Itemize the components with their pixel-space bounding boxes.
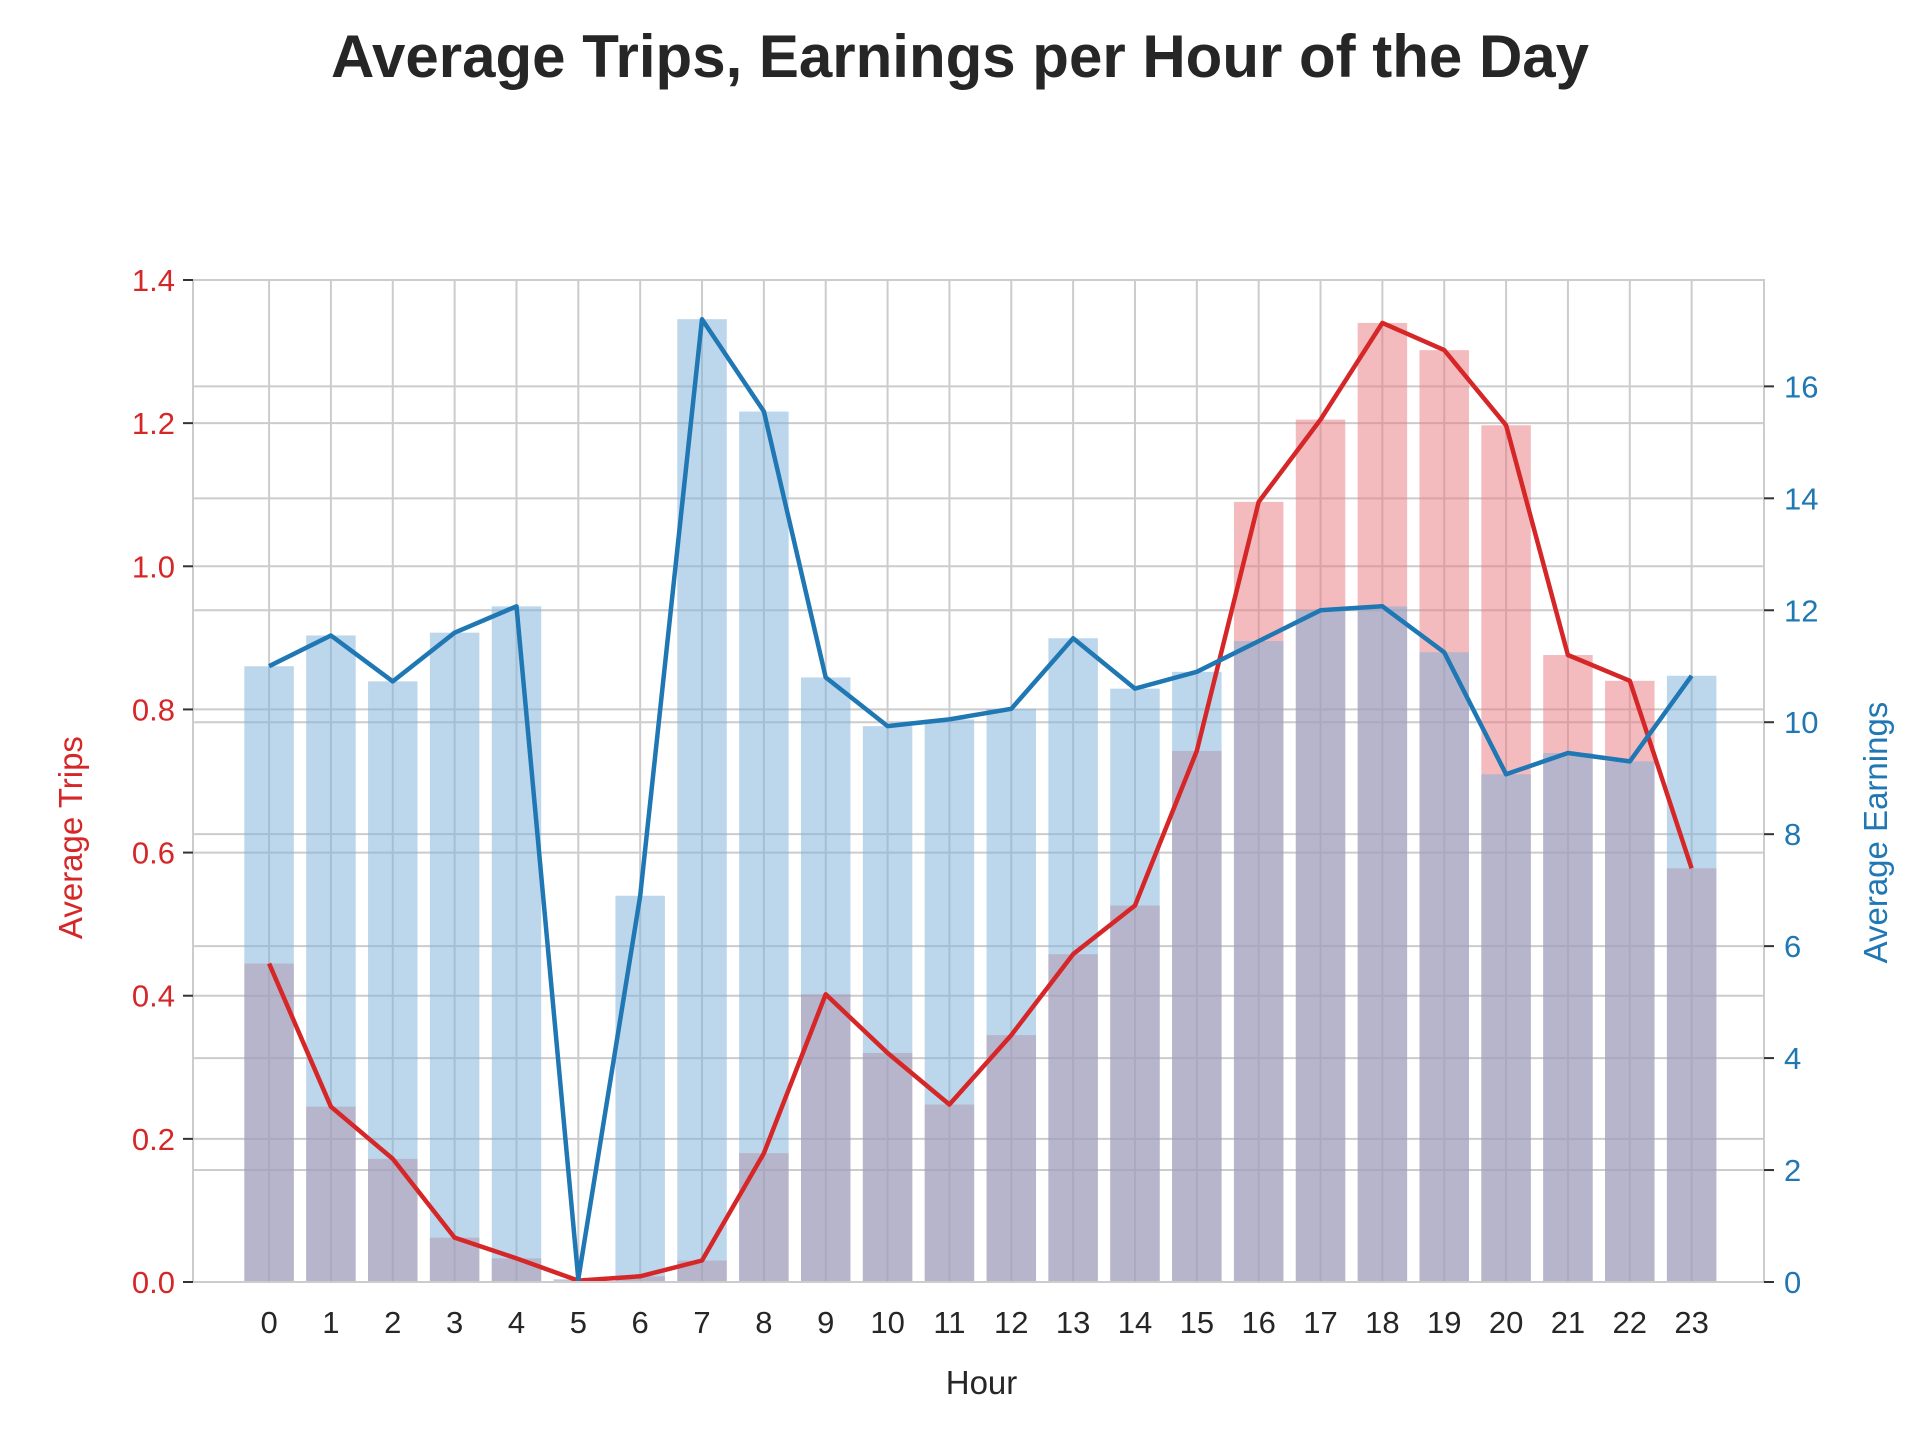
tick-label-left: 0.2 xyxy=(132,1122,175,1157)
line-trips xyxy=(267,320,1694,1283)
tick-label-x: 9 xyxy=(817,1305,834,1340)
tick-label-right: 2 xyxy=(1784,1153,1801,1188)
bar-earnings xyxy=(368,681,418,1282)
bar-earnings xyxy=(1357,606,1408,1282)
tick-label-left: 1.0 xyxy=(132,549,175,584)
tick-label-x: 0 xyxy=(260,1305,277,1340)
tick-label-right: 8 xyxy=(1784,817,1801,852)
bar-earnings xyxy=(924,719,975,1282)
bar-earnings xyxy=(1295,610,1346,1282)
tick-label-x: 2 xyxy=(384,1305,401,1340)
tick-label-x: 4 xyxy=(508,1305,525,1340)
bar-earnings xyxy=(306,635,356,1282)
tick-label-x: 21 xyxy=(1551,1305,1585,1340)
bar-earnings xyxy=(1048,638,1098,1282)
bar-earnings xyxy=(862,726,913,1282)
bar-earnings xyxy=(1605,761,1655,1282)
tick-label-x: 6 xyxy=(632,1305,649,1340)
bar-earnings xyxy=(1666,675,1717,1282)
bar-earnings xyxy=(1233,641,1284,1282)
tick-label-x: 15 xyxy=(1180,1305,1214,1340)
x-axis-label: Hour xyxy=(946,1364,1018,1401)
tick-label-x: 12 xyxy=(994,1305,1028,1340)
bar-earnings xyxy=(800,677,851,1282)
bar-earnings xyxy=(986,708,1037,1282)
tick-label-x: 7 xyxy=(693,1305,710,1340)
bar-earnings xyxy=(1172,671,1222,1282)
tick-label-left: 1.2 xyxy=(132,406,175,441)
tick-label-left: 0.0 xyxy=(132,1265,175,1300)
y-axis-label-right: Average Earnings xyxy=(1857,702,1894,964)
bar-earnings xyxy=(1110,688,1160,1282)
tick-label-x: 11 xyxy=(933,1305,965,1340)
axes xyxy=(192,279,1765,1283)
tick-label-right: 12 xyxy=(1784,593,1818,628)
bar-earnings xyxy=(739,411,789,1282)
bar-earnings xyxy=(615,895,665,1282)
tick-label-x: 19 xyxy=(1427,1305,1461,1340)
tick-label-x: 8 xyxy=(755,1305,772,1340)
bar-earnings xyxy=(429,632,480,1282)
tick-label-x: 3 xyxy=(446,1305,463,1340)
tick-label-x: 18 xyxy=(1365,1305,1399,1340)
axes-frame xyxy=(192,279,1765,1283)
tick-label-x: 5 xyxy=(570,1305,587,1340)
chart-title: Average Trips, Earnings per Hour of the … xyxy=(330,23,1590,90)
tick-label-left: 0.8 xyxy=(132,692,175,727)
tick-label-x: 17 xyxy=(1303,1305,1337,1340)
bars xyxy=(244,319,1717,1283)
tick-label-left: 0.4 xyxy=(132,979,175,1014)
tick-label-left: 1.4 xyxy=(132,263,175,298)
tick-label-x: 22 xyxy=(1613,1305,1647,1340)
tick-label-x: 13 xyxy=(1056,1305,1090,1340)
tick-label-x: 23 xyxy=(1674,1305,1708,1340)
bar-earnings xyxy=(1481,774,1531,1282)
tick-label-left: 0.6 xyxy=(132,836,175,871)
tick-label-right: 10 xyxy=(1784,705,1818,740)
bar-earnings xyxy=(1543,753,1593,1282)
y-axis-label-left: Average Trips xyxy=(52,736,89,939)
bar-earnings xyxy=(491,606,542,1282)
bar-earnings xyxy=(1419,652,1469,1282)
tick-label-right: 4 xyxy=(1784,1041,1801,1076)
bar-earnings xyxy=(244,666,294,1282)
tick-label-right: 14 xyxy=(1784,481,1818,516)
tick-label-x: 1 xyxy=(322,1305,339,1340)
tick-label-x: 14 xyxy=(1118,1305,1152,1340)
line-earnings xyxy=(268,316,1694,1282)
tick-label-x: 10 xyxy=(870,1305,904,1340)
tick-label-right: 16 xyxy=(1784,369,1818,404)
tick-label-right: 6 xyxy=(1784,929,1801,964)
tick-label-x: 20 xyxy=(1489,1305,1523,1340)
tick-label-right: 0 xyxy=(1784,1265,1801,1300)
series-lines xyxy=(267,316,1694,1283)
tick-label-x: 16 xyxy=(1241,1305,1275,1340)
